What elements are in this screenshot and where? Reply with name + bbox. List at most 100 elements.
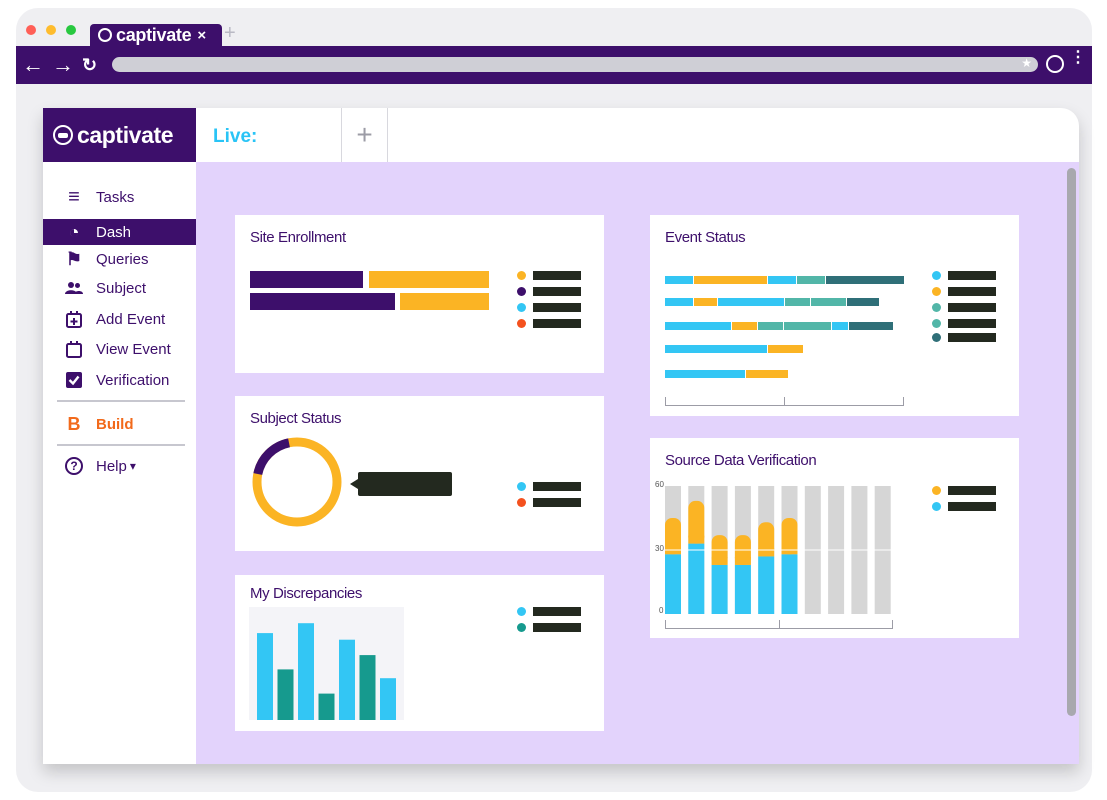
legend-label-placeholder [533,607,581,616]
new-tab-button[interactable]: + [224,22,236,44]
dashboard-icon: ◔ [68,221,80,242]
legend-label-placeholder [533,271,581,280]
y-tick-label: 30 [655,544,664,553]
event-status-segment [665,298,693,306]
x-axis-tick [665,397,666,405]
legend-item [517,623,581,632]
address-bar[interactable]: ★ [112,56,1038,72]
legend-dot [517,623,526,632]
sdv-bar-bottom [665,554,681,614]
add-tab-button[interactable]: + [342,108,388,162]
back-arrow-icon[interactable]: ← [22,52,44,77]
event-status-segment [768,276,796,284]
event-status-segment [718,298,784,306]
legend-label-placeholder [948,502,996,511]
legend-label-placeholder [533,319,581,328]
y-tick-label: 0 [659,606,664,615]
chart-tooltip [350,472,452,496]
y-tick-label: 60 [655,480,664,489]
legend-label-placeholder [948,319,996,328]
event-status-segment [665,370,745,378]
sidebar-item-queries[interactable]: ⚑ Queries [43,246,196,272]
legend-item [517,303,581,312]
legend-dot [517,287,526,296]
legend-item [932,333,996,342]
x-axis [665,628,893,629]
donut-slice-purple [253,438,291,476]
sdv-bar-bottom [688,543,705,614]
x-axis [665,405,904,406]
sidebar-item-label: Build [96,415,134,433]
extension-icon[interactable] [1046,55,1064,73]
event-status-segment [849,322,893,330]
legend-label-placeholder [533,303,581,312]
event-status-segment [811,298,846,306]
card-subject-status: Subject Status [235,396,604,551]
discrepancy-bar [339,639,355,720]
event-status-segment [785,298,810,306]
reload-icon[interactable]: ↻ [82,55,98,75]
chevron-down-icon: ▾ [129,459,136,473]
sidebar-item-label: Add Event [96,310,166,328]
sidebar-item-dash[interactable]: ◔ Dash [43,219,196,245]
event-status-segment [694,276,767,284]
event-status-segment [832,322,848,330]
sdv-bar-bottom [781,554,798,614]
discrepancy-bar [380,678,396,720]
event-status-segment [665,345,767,353]
sidebar-item-verification[interactable]: Verification [43,367,196,393]
sidebar-item-label: View Event [96,340,171,358]
sidebar-item-subject[interactable]: Subject [43,275,196,301]
sdv-bar-bottom [758,556,775,614]
help-icon: ? [65,457,83,475]
legend-dot [517,607,526,616]
sdv-bar-top-fill [758,548,775,557]
legend-item [932,287,996,296]
legend-item [932,271,996,280]
sidebar-item-help[interactable]: ? Help ▾ [43,453,196,479]
event-status-segment [732,322,757,330]
event-status-segment [768,345,803,353]
card-title: Event Status [665,229,746,246]
legend-item [932,303,996,312]
tab-close-icon[interactable]: × [197,26,206,44]
sidebar-item-view-event[interactable]: View Event [43,336,196,362]
event-status-segment [758,322,783,330]
bookmark-star-icon[interactable]: ★ [1021,56,1032,70]
browser-menu-icon[interactable]: ⋮ [1070,49,1086,66]
close-window-button[interactable] [26,25,36,35]
help-glyph: ? [70,459,78,473]
sidebar-item-build[interactable]: B Build [43,411,196,437]
sdv-bar-top [781,518,798,555]
sidebar-divider [57,444,185,446]
tab-live[interactable]: Live: [196,108,342,162]
sdv-bar-bottom [734,564,751,614]
logo-text: captivate [77,121,174,148]
sidebar-item-label: Tasks [96,188,135,206]
x-axis-tick [892,620,893,628]
app-logo[interactable]: captivate [43,108,196,162]
card-site-enrollment: Site Enrollment [235,215,604,373]
check-square-icon [65,371,83,389]
scrollbar[interactable] [1067,168,1076,716]
plus-icon: + [356,119,373,150]
sdv-bar-top [665,518,681,555]
browser-tab[interactable]: captivate × [90,24,222,46]
forward-arrow-icon[interactable]: → [52,52,74,77]
sdv-bar-top-fill [734,556,751,565]
sidebar-divider [57,400,185,402]
legend-label-placeholder [533,623,581,632]
legend-label-placeholder [948,303,996,312]
x-axis-tick [903,397,904,405]
sidebar-item-tasks[interactable]: ≡ Tasks [43,184,196,210]
card-my-discrepancies: My Discrepancies [235,575,604,731]
tab-title: captivate [116,24,192,45]
minimize-window-button[interactable] [46,25,56,35]
legend-dot [517,498,526,507]
discrepancy-bar [318,693,335,720]
maximize-window-button[interactable] [66,25,76,35]
discrepancy-bar [277,669,294,720]
sidebar-item-add-event[interactable]: Add Event [43,306,196,332]
sdv-bar-top [688,500,705,544]
flag-icon: ⚑ [65,248,83,269]
